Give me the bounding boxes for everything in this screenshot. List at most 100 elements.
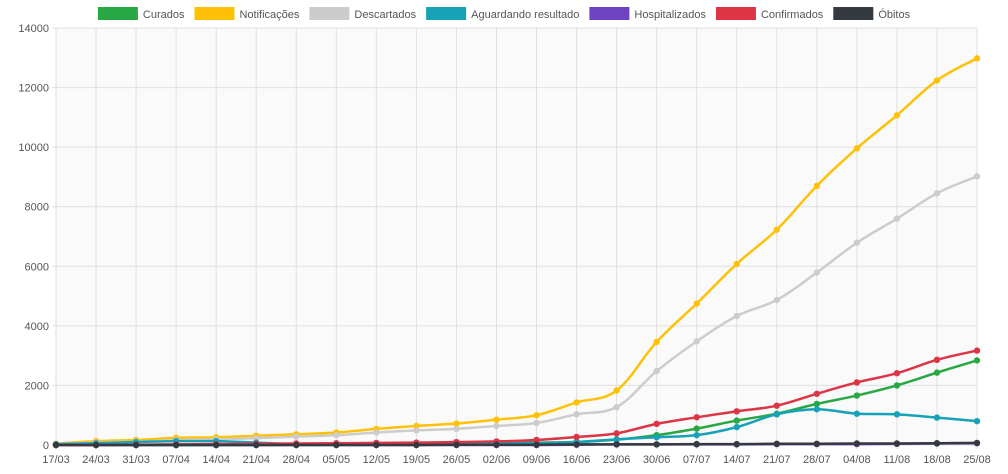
data-point-curados[interactable] — [933, 369, 941, 376]
data-point-aguardando-resultado[interactable] — [773, 411, 780, 418]
data-point-notificacoes[interactable] — [613, 387, 620, 394]
data-point-notificacoes[interactable] — [533, 412, 540, 419]
data-point-obitos[interactable] — [92, 441, 100, 449]
data-point-obitos[interactable] — [613, 441, 620, 448]
data-point-obitos[interactable] — [573, 441, 580, 448]
data-point-obitos[interactable] — [973, 439, 981, 447]
data-point-notificacoes[interactable] — [933, 77, 941, 84]
data-point-obitos[interactable] — [773, 440, 780, 448]
data-point-descartados[interactable] — [293, 433, 300, 440]
data-point-descartados[interactable] — [973, 173, 981, 180]
data-point-aguardando-resultado[interactable] — [733, 423, 740, 431]
series-line-descartados — [55, 175, 978, 446]
legend-item-obitos[interactable]: Óbitos — [833, 7, 911, 21]
data-point-descartados[interactable] — [613, 403, 620, 411]
legend-item-curados[interactable]: Curados — [97, 7, 185, 21]
data-point-aguardando-resultado[interactable] — [893, 411, 901, 418]
data-point-confirmados[interactable] — [693, 414, 700, 421]
legend-item-hospitalizados[interactable]: Hospitalizados — [589, 7, 706, 21]
data-point-aguardando-resultado[interactable] — [973, 417, 981, 425]
data-point-obitos[interactable] — [533, 441, 540, 448]
data-point-confirmados[interactable] — [973, 347, 981, 354]
plot-area — [56, 28, 977, 445]
data-point-confirmados[interactable] — [573, 433, 580, 441]
x-tick-label: 02/06 — [483, 454, 511, 466]
data-point-notificacoes[interactable] — [493, 416, 500, 423]
data-point-confirmados[interactable] — [933, 356, 941, 364]
data-point-obitos[interactable] — [373, 441, 380, 449]
legend-item-descartados[interactable]: Descartados — [309, 7, 417, 21]
data-point-descartados[interactable] — [693, 338, 700, 345]
data-point-descartados[interactable] — [333, 431, 340, 439]
data-point-descartados[interactable] — [813, 269, 821, 276]
legend-item-confirmados[interactable]: Confirmados — [715, 7, 824, 21]
data-point-curados[interactable] — [733, 417, 740, 424]
data-point-notificacoes[interactable] — [853, 145, 861, 152]
data-point-obitos[interactable] — [172, 441, 180, 449]
data-point-notificacoes[interactable] — [973, 55, 981, 62]
data-point-curados[interactable] — [973, 357, 981, 364]
data-point-obitos[interactable] — [853, 440, 861, 447]
data-point-notificacoes[interactable] — [893, 112, 901, 119]
data-point-descartados[interactable] — [733, 312, 740, 320]
data-point-notificacoes[interactable] — [813, 182, 821, 190]
data-point-confirmados[interactable] — [853, 379, 861, 386]
data-point-obitos[interactable] — [333, 441, 340, 449]
data-point-descartados[interactable] — [453, 425, 460, 433]
data-point-obitos[interactable] — [933, 440, 941, 447]
data-point-descartados[interactable] — [533, 419, 540, 427]
data-point-obitos[interactable] — [453, 441, 460, 448]
data-point-notificacoes[interactable] — [453, 420, 460, 427]
data-point-obitos[interactable] — [693, 440, 700, 448]
data-point-notificacoes[interactable] — [573, 399, 580, 406]
data-point-obitos[interactable] — [413, 441, 420, 449]
data-point-obitos[interactable] — [52, 441, 60, 449]
data-point-aguardando-resultado[interactable] — [933, 414, 941, 421]
legend-swatch — [97, 7, 138, 20]
data-point-descartados[interactable] — [773, 296, 780, 304]
data-point-curados[interactable] — [853, 392, 861, 399]
data-point-confirmados[interactable] — [533, 436, 540, 444]
data-point-descartados[interactable] — [573, 411, 580, 418]
legend-item-aguardando-resultado[interactable]: Aguardando resultado — [426, 7, 579, 21]
data-point-descartados[interactable] — [853, 239, 861, 246]
data-point-obitos[interactable] — [212, 441, 220, 449]
legend-item-notificacoes[interactable]: Notificações — [194, 7, 300, 21]
data-point-aguardando-resultado[interactable] — [613, 436, 620, 443]
data-point-curados[interactable] — [693, 425, 700, 432]
data-point-curados[interactable] — [893, 382, 901, 389]
data-point-aguardando-resultado[interactable] — [813, 406, 821, 413]
data-point-obitos[interactable] — [293, 441, 300, 449]
data-point-descartados[interactable] — [653, 367, 660, 375]
data-point-notificacoes[interactable] — [733, 260, 740, 268]
data-point-descartados[interactable] — [373, 429, 380, 436]
data-point-descartados[interactable] — [493, 422, 500, 430]
data-point-obitos[interactable] — [733, 440, 740, 448]
data-point-confirmados[interactable] — [893, 370, 901, 377]
data-point-obitos[interactable] — [893, 440, 901, 447]
data-point-notificacoes[interactable] — [693, 300, 700, 307]
legend-label: Curados — [143, 9, 185, 21]
data-point-confirmados[interactable] — [813, 390, 821, 397]
data-point-notificacoes[interactable] — [653, 338, 660, 346]
data-point-aguardando-resultado[interactable] — [853, 410, 861, 417]
data-point-confirmados[interactable] — [613, 430, 620, 437]
data-point-obitos[interactable] — [493, 441, 500, 448]
data-point-aguardando-resultado[interactable] — [653, 434, 660, 441]
data-point-descartados[interactable] — [413, 427, 420, 434]
data-point-notificacoes[interactable] — [773, 226, 780, 233]
data-point-curados[interactable] — [813, 400, 821, 408]
data-point-descartados[interactable] — [253, 434, 260, 442]
data-point-descartados[interactable] — [933, 190, 941, 197]
data-point-descartados[interactable] — [893, 215, 901, 222]
data-point-notificacoes[interactable] — [413, 422, 420, 430]
data-point-obitos[interactable] — [653, 441, 660, 448]
data-point-obitos[interactable] — [132, 441, 140, 449]
data-point-confirmados[interactable] — [773, 402, 780, 409]
data-point-aguardando-resultado[interactable] — [693, 431, 700, 439]
x-tick-label: 17/03 — [42, 454, 70, 466]
data-point-confirmados[interactable] — [653, 420, 660, 428]
data-point-confirmados[interactable] — [733, 408, 740, 415]
data-point-obitos[interactable] — [813, 440, 821, 448]
data-point-obitos[interactable] — [253, 441, 260, 449]
